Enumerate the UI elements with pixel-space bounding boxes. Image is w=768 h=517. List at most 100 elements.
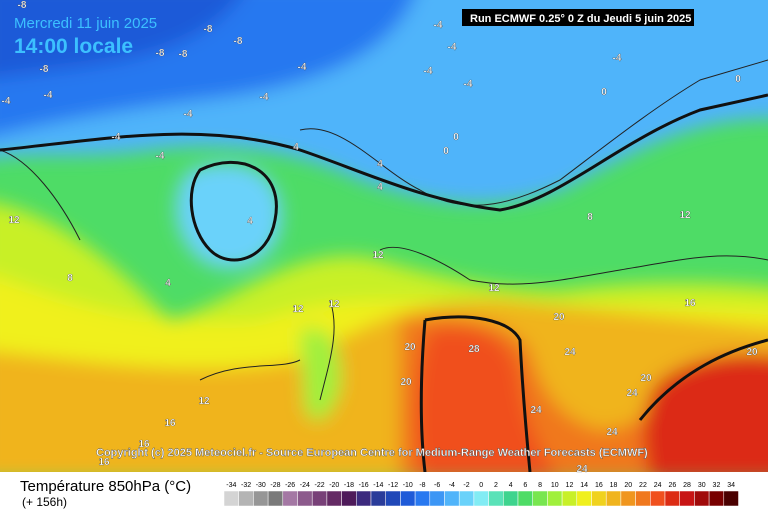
scale-swatch	[341, 490, 357, 507]
scale-label: 18	[610, 482, 618, 489]
scale-swatch	[238, 490, 254, 507]
contour-label: -8	[204, 24, 213, 35]
contour-label: -4	[434, 20, 443, 31]
scale-label: 16	[595, 482, 603, 489]
contour-label: -4	[448, 42, 457, 53]
scale-swatch	[679, 490, 695, 507]
scale-swatch	[370, 490, 386, 507]
scale-label: 28	[683, 482, 691, 489]
contour-label: -4	[424, 66, 433, 77]
contour-label: -4	[44, 90, 53, 101]
scale-label: 30	[698, 482, 706, 489]
contour-label: 4	[165, 278, 171, 289]
scale-label: -28	[270, 482, 280, 489]
scale-swatch	[561, 490, 578, 507]
copyright: Copyright (c) 2025 Meteociel.fr - Source…	[96, 447, 648, 459]
contour-label: 0	[735, 74, 741, 85]
contour-labels: -8-8-8-8 -8-8-4-4-4-4-4-4-4-4-4-4-4-40000…	[1, 0, 758, 475]
scale-label: -4	[449, 482, 455, 489]
scale-swatch	[297, 490, 313, 507]
scale-label: -10	[403, 482, 413, 489]
scale-label: -32	[241, 482, 251, 489]
scale-label: 6	[523, 482, 527, 489]
scale-swatch	[444, 490, 460, 507]
contour-label: 8	[587, 212, 593, 223]
scale-swatch	[326, 490, 342, 507]
scale-swatch	[708, 490, 725, 507]
lead-time: (+ 156h)	[22, 495, 67, 509]
contour-label: 0	[453, 132, 459, 143]
temperature-field	[0, 0, 768, 472]
scale-label: 0	[479, 482, 483, 489]
scale-swatch	[458, 490, 475, 507]
contour-label: 12	[372, 250, 384, 261]
scale-label: -22	[314, 482, 324, 489]
contour-label: -4	[2, 96, 11, 107]
contour-label: -4	[156, 151, 165, 162]
scale-swatch	[605, 490, 622, 507]
scale-label: 32	[713, 482, 721, 489]
scale-swatch	[282, 490, 298, 507]
scale-label: -18	[344, 482, 354, 489]
scale-label: 4	[509, 482, 513, 489]
scale-label: 34	[727, 482, 735, 489]
scale-label: -30	[256, 482, 266, 489]
contour-label: 24	[576, 464, 588, 475]
contour-label: 20	[553, 312, 565, 323]
contour-label: 20	[746, 347, 758, 358]
contour-label: 12	[292, 304, 304, 315]
scale-swatch	[267, 490, 284, 507]
contour-label: 20	[400, 377, 412, 388]
scale-swatch	[576, 490, 592, 507]
scale-label: -8	[419, 482, 425, 489]
contour-label: 8	[67, 273, 73, 284]
scale-swatch	[635, 490, 651, 507]
contour-label: 24	[530, 405, 542, 416]
contour-label: 4	[377, 182, 383, 193]
scale-swatch	[517, 490, 533, 507]
scale-swatch	[591, 490, 607, 507]
scale-label: 2	[494, 482, 498, 489]
scale-swatch	[414, 490, 431, 507]
contour-label: 16	[164, 418, 176, 429]
scale-swatch	[473, 490, 489, 507]
scale-label: -34	[226, 482, 236, 489]
contour-label: 16	[138, 439, 150, 450]
scale-label: -2	[463, 482, 469, 489]
scale-label: 10	[551, 482, 559, 489]
contour-label: -8	[18, 0, 27, 11]
contour-label: 16	[98, 457, 110, 468]
contour-label: -4	[464, 79, 473, 90]
contour-label: -4	[613, 53, 622, 64]
contour-label: 28	[468, 344, 480, 355]
scale-swatch	[400, 490, 416, 507]
scale-swatch	[488, 490, 504, 507]
color-scale: -34 -32 -30 -28 -26 -24 -22 -20 -18 -16 -14 -12 -10-…	[223, 482, 739, 507]
scale-label: 14	[580, 482, 588, 489]
scale-label: -20	[329, 482, 339, 489]
scale-label: -6	[434, 482, 440, 489]
contour-label: -4	[184, 109, 193, 120]
scale-label: 12	[566, 482, 574, 489]
contour-label: 20	[404, 342, 416, 353]
contour-label: 4	[377, 159, 383, 170]
scale-swatch	[311, 490, 328, 507]
scale-label: 8	[538, 482, 542, 489]
scale-label: 22	[639, 482, 647, 489]
scale-label: 26	[668, 482, 676, 489]
contour-label: 0	[601, 87, 607, 98]
scale-label: -24	[300, 482, 310, 489]
contour-label: -8	[234, 36, 243, 47]
contour-label: 12	[328, 299, 340, 310]
contour-label: 12	[488, 283, 500, 294]
scale-swatch	[650, 490, 666, 507]
scale-label: -26	[285, 482, 295, 489]
contour-label: 12	[679, 210, 691, 221]
scale-swatch	[429, 490, 445, 507]
contour-label: 24	[564, 347, 576, 358]
scale-swatch	[385, 490, 401, 507]
scale-swatch	[620, 490, 636, 507]
forecast-time: 14:00 locale	[14, 35, 133, 58]
